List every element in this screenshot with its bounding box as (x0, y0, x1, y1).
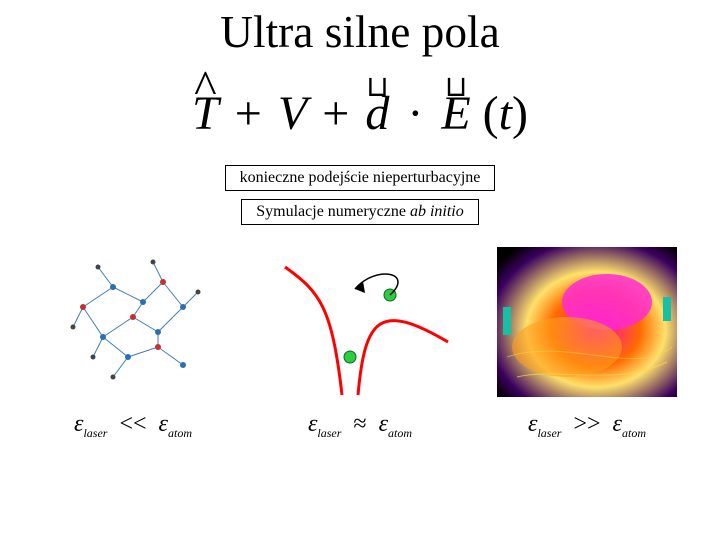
page-title: Ultra silne pola (0, 6, 720, 58)
note-ab-initio-prefix: Symulacje numeryczne (256, 203, 410, 220)
potential-graphic (270, 247, 450, 397)
caption-weak-field: εlaser << εatom (74, 411, 192, 441)
note-ab-initio: Symulacje numeryczne ab initio (241, 199, 479, 225)
hamiltonian-equation: T + V + d⊔ · E⊔ (t) (0, 86, 720, 141)
note-nonperturbative: konieczne podejście nieperturbacyjne (225, 165, 496, 191)
plasma-graphic (497, 247, 677, 397)
regime-panels: εlaser << εatom εlaser ≈ εatom (0, 247, 720, 441)
panel-plasma: εlaser >> εatom (482, 247, 692, 441)
caption-strong-field: εlaser >> εatom (528, 411, 646, 441)
caption-comparable-field: εlaser ≈ εatom (308, 411, 412, 441)
panel-potential: εlaser ≈ εatom (255, 247, 465, 441)
molecule-graphic (43, 247, 223, 397)
panel-molecule: εlaser << εatom (28, 247, 238, 441)
note-ab-initio-italic: ab initio (410, 203, 464, 220)
